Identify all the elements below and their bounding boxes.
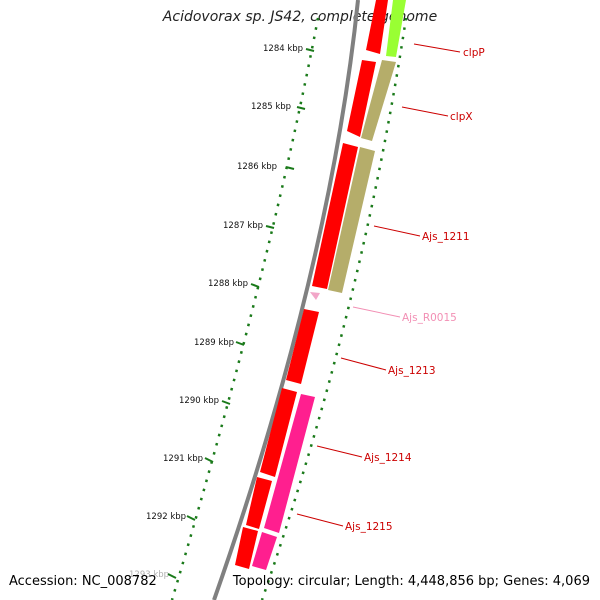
gene-arrow-lime[interactable]: [386, 0, 406, 57]
tick-mark: [296, 106, 306, 110]
gene-arrow-magenta-1[interactable]: [264, 394, 315, 533]
label-leaders: [296, 43, 461, 527]
cds-track-secondary: [252, 0, 406, 570]
feature-label-ajs-r0015[interactable]: Ajs_R0015: [402, 312, 457, 324]
leader-line: [352, 306, 401, 318]
gc-track-outer: [170, 17, 320, 600]
gene-arrow-ajs1215[interactable]: [246, 477, 272, 529]
leader-line: [373, 225, 421, 237]
tick-mark: [285, 166, 295, 170]
feature-label-ajs1213[interactable]: Ajs_1213: [388, 365, 436, 377]
tick-mark: [167, 573, 177, 579]
rna-arrow-ajs-r0015[interactable]: [310, 292, 320, 300]
genome-summary-text: Topology: circular; Length: 4,448,856 bp…: [232, 574, 590, 589]
gene-arrow-clpx[interactable]: [347, 60, 376, 137]
gene-arrow-ajs1214[interactable]: [260, 388, 297, 477]
gene-arrow-magenta-2[interactable]: [252, 532, 277, 570]
leader-line: [296, 513, 344, 527]
tick-label: 1292 kbp: [146, 512, 186, 522]
tick-labels: 1284 kbp 1285 kbp 1286 kbp 1287 kbp 1288…: [129, 44, 303, 580]
accession-text: Accession: NC_008782: [9, 574, 157, 589]
gene-arrow-clpp[interactable]: [366, 0, 388, 54]
tick-label: 1284 kbp: [263, 44, 303, 54]
map-title: Acidovorax sp. JS42, complete genome: [162, 9, 438, 25]
gene-arrow-ajs1211[interactable]: [312, 143, 358, 289]
cds-track-forward: [235, 0, 388, 569]
genome-backbone: [212, 0, 360, 600]
tick-label: 1291 kbp: [163, 454, 203, 464]
leader-line: [316, 445, 363, 458]
tick-label: 1290 kbp: [179, 396, 219, 406]
tick-marks: [167, 48, 315, 579]
tick-mark: [305, 48, 315, 52]
feature-labels: clpP clpX Ajs_1211 Ajs_R0015 Ajs_1213 Aj…: [345, 47, 485, 533]
tick-mark: [204, 457, 214, 463]
leader-line: [401, 106, 449, 117]
tick-label: 1289 kbp: [194, 338, 234, 348]
tick-label: 1288 kbp: [208, 279, 248, 289]
tick-mark: [265, 225, 275, 229]
tick-label: 1293 kbp: [129, 570, 169, 580]
gene-arrow-ajs1213[interactable]: [286, 309, 319, 384]
feature-label-clpp[interactable]: clpP: [463, 47, 485, 59]
gc-track-inner: [260, 17, 408, 600]
tick-label: 1285 kbp: [251, 102, 291, 112]
tick-mark: [235, 341, 245, 346]
gene-arrow-olive-1[interactable]: [361, 60, 396, 141]
feature-label-clpx[interactable]: clpX: [450, 111, 473, 123]
feature-label-ajs1214[interactable]: Ajs_1214: [364, 452, 412, 464]
tick-label: 1287 kbp: [223, 221, 263, 231]
gene-arrow-extra[interactable]: [235, 527, 258, 569]
feature-label-ajs1211[interactable]: Ajs_1211: [422, 231, 470, 243]
leader-line: [340, 357, 387, 371]
gene-arrow-olive-2[interactable]: [328, 147, 375, 293]
tick-mark: [221, 400, 231, 405]
tick-mark: [250, 283, 260, 288]
tick-label: 1286 kbp: [237, 162, 277, 172]
leader-line: [413, 43, 461, 53]
feature-label-ajs1215[interactable]: Ajs_1215: [345, 521, 393, 533]
tick-mark: [186, 515, 196, 521]
